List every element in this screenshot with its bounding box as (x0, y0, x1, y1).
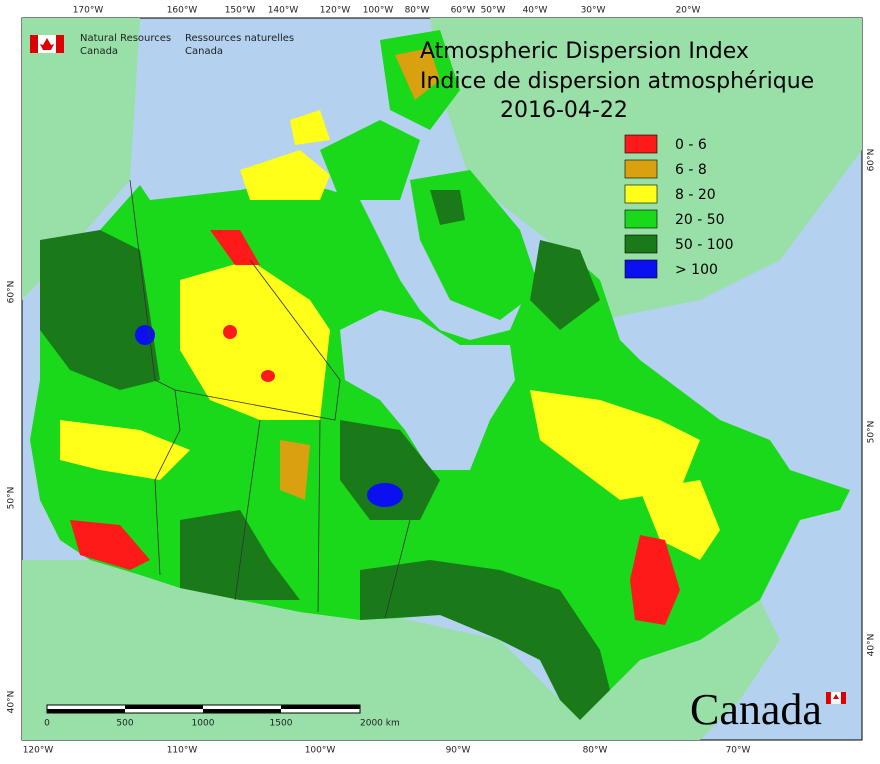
bottom-label: 80°W (583, 746, 608, 756)
agency-fr: Canada (185, 46, 223, 57)
top-label: 150°W (225, 6, 256, 16)
scale-label: 2000 km (360, 719, 400, 729)
zone (630, 535, 680, 625)
zone (135, 325, 155, 345)
date: 2016-04-22 (500, 98, 628, 123)
scale-bar (125, 705, 203, 709)
top-label: 30°W (581, 6, 606, 16)
zone (261, 370, 275, 382)
title-en: Atmospheric Dispersion Index (420, 39, 749, 64)
zone (60, 420, 190, 480)
legend-swatch (624, 134, 658, 154)
border (249, 259, 341, 381)
legend-label: 20 - 50 (675, 212, 725, 228)
agency-flag (30, 35, 64, 53)
bottom-label: 120°W (23, 746, 54, 756)
usa (22, 560, 780, 740)
left-label: 40°N (7, 691, 17, 714)
zone (40, 230, 160, 390)
scale-label: 1000 (192, 719, 215, 729)
island (395, 48, 440, 100)
zone (340, 420, 440, 520)
agency-en: Natural Resources (80, 33, 171, 44)
agency-fr: Ressources naturelles (185, 33, 294, 44)
zone (180, 510, 300, 600)
border (234, 419, 261, 601)
top-label: 40°W (523, 6, 548, 16)
legend-label: > 100 (675, 262, 718, 278)
zone (210, 230, 260, 265)
legend-swatch (624, 234, 658, 254)
scale-bar (281, 705, 360, 709)
zone (180, 260, 330, 420)
top-label: 80°W (405, 6, 430, 16)
top-label: 160°W (167, 6, 198, 16)
zone (367, 483, 403, 507)
scale-bar (47, 709, 125, 713)
agency-en: Canada (80, 46, 118, 57)
top-label: 100°W (363, 6, 394, 16)
top-label: 20°W (676, 6, 701, 16)
border (174, 379, 341, 421)
right-label: 60°N (867, 149, 877, 172)
hudson-bay (340, 310, 515, 470)
wordmark: Canada (690, 685, 822, 734)
baffin-dark (430, 190, 465, 225)
scale-label: 500 (116, 719, 133, 729)
legend-label: 8 - 20 (675, 187, 716, 203)
left-label: 60°N (7, 281, 17, 304)
top-label: 170°W (73, 6, 104, 16)
border (154, 379, 181, 576)
zone (530, 240, 600, 330)
left-label: 50°N (7, 487, 17, 510)
island (240, 150, 330, 200)
zone (280, 440, 310, 500)
legend-swatch (624, 209, 658, 229)
bottom-label: 70°W (726, 746, 751, 756)
legend-label: 0 - 6 (675, 137, 707, 153)
zone (530, 390, 700, 500)
bottom-label: 100°W (305, 746, 336, 756)
scale-label: 0 (44, 719, 50, 729)
alaska (22, 18, 140, 300)
legend-swatch (624, 159, 658, 179)
wordmark-flag (826, 691, 846, 705)
zone (223, 325, 237, 339)
island (320, 120, 420, 200)
top-label: 60°W (451, 6, 476, 16)
zone (360, 560, 610, 720)
right-label: 50°N (867, 421, 877, 444)
legend-label: 50 - 100 (675, 237, 734, 253)
scale-bar (203, 709, 281, 713)
top-label: 120°W (320, 6, 351, 16)
island (290, 110, 330, 145)
border (129, 179, 156, 381)
bottom-label: 90°W (446, 746, 471, 756)
top-label: 140°W (268, 6, 299, 16)
top-label: 50°W (481, 6, 506, 16)
zone (70, 520, 150, 570)
bottom-label: 110°W (167, 746, 198, 756)
right-label: 40°N (867, 634, 877, 657)
border (317, 419, 321, 613)
legend-swatch (624, 184, 658, 204)
legend-label: 6 - 8 (675, 162, 707, 178)
legend-swatch (624, 259, 658, 279)
title-fr: Indice de dispersion atmosphérique (420, 69, 814, 94)
border (384, 519, 411, 619)
scale-label: 1500 (270, 719, 293, 729)
